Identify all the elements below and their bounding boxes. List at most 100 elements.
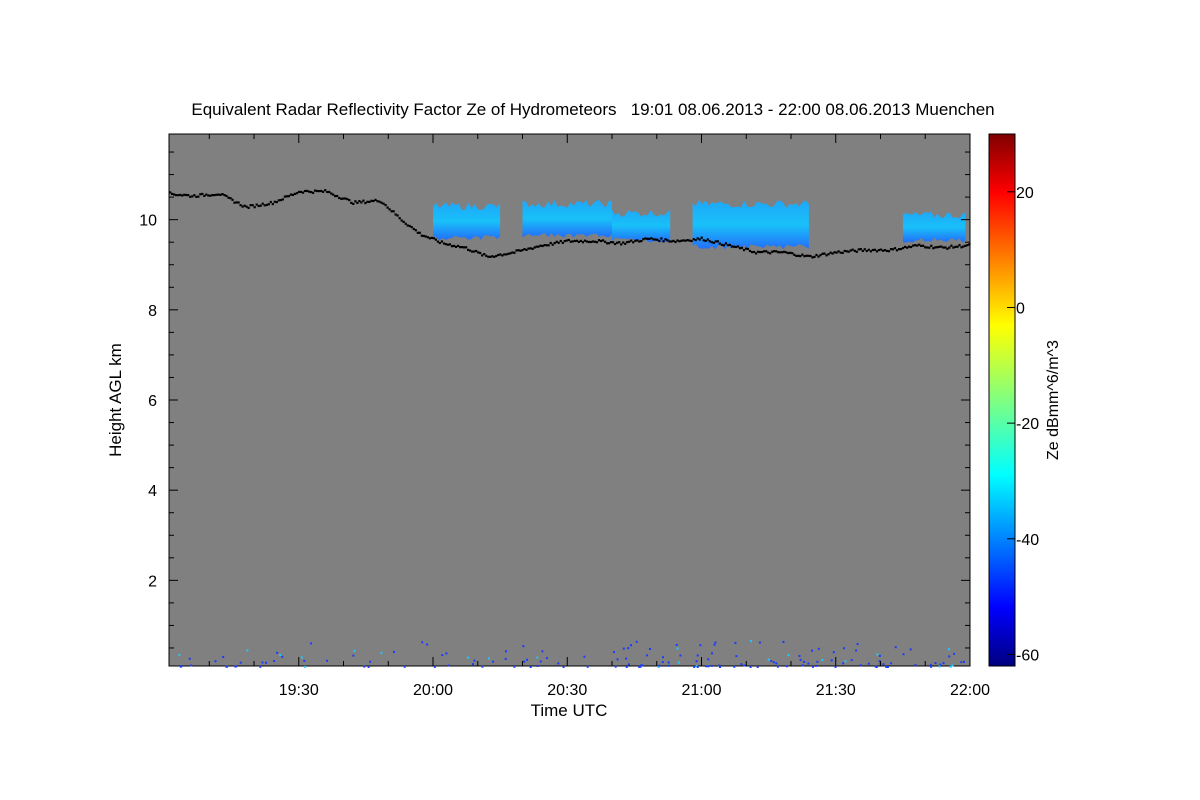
- cloud-base-point: [531, 247, 534, 250]
- echo-pixel: [352, 654, 355, 657]
- echo-pixel: [734, 641, 737, 644]
- cloud-base-point: [845, 250, 848, 253]
- x-tick-label: 20:30: [547, 682, 587, 699]
- cloud-base-point: [660, 237, 663, 240]
- cloud-base-point: [606, 242, 609, 245]
- cloud-base-point: [505, 253, 508, 256]
- cloud-base-point: [310, 191, 313, 194]
- cloud-base-point: [223, 194, 226, 197]
- cloud-base-point: [410, 226, 413, 229]
- cloud-base-point: [481, 254, 484, 257]
- cloud-base-point: [237, 201, 240, 204]
- cloud-base-point: [386, 206, 389, 209]
- cloud-base-point: [324, 189, 327, 192]
- echo-pixel: [811, 665, 814, 668]
- cloud-layer: [902, 211, 966, 243]
- cloud-base-point: [549, 241, 552, 245]
- cloud-base-point: [662, 240, 665, 243]
- cloud-base-point: [360, 201, 363, 204]
- cloud-base-point: [817, 255, 820, 258]
- echo-pixel: [770, 660, 773, 663]
- echo-pixel: [492, 660, 495, 663]
- cloud-base-point: [235, 201, 238, 204]
- cloud-base-point: [511, 251, 514, 254]
- cloud-base-point: [465, 246, 468, 249]
- echo-pixel: [276, 651, 279, 654]
- cloud-base-point: [191, 195, 194, 198]
- cloud-base-point: [922, 244, 925, 247]
- cloud-base-point: [885, 249, 889, 252]
- cloud-base-point: [926, 246, 929, 249]
- cloud-base-point: [825, 254, 828, 257]
- echo-pixel: [842, 662, 845, 665]
- y-tick-label: 2: [148, 573, 157, 590]
- colorbar-tick-label: -20: [1016, 416, 1039, 433]
- cloud-base-point: [402, 220, 405, 223]
- cloud-base-point: [316, 189, 319, 193]
- cloud-base-point: [575, 239, 578, 242]
- cloud-base-point: [346, 198, 349, 201]
- cloud-base-point: [680, 239, 683, 242]
- echo-pixel: [273, 660, 276, 662]
- echo-pixel: [612, 651, 615, 654]
- cloud-base-point: [535, 245, 538, 248]
- cloud-base-point: [245, 205, 248, 208]
- cloud-base-point: [485, 254, 488, 257]
- echo-pixel: [638, 665, 641, 668]
- cloud-base-point: [541, 244, 544, 248]
- cloud-base-point: [644, 237, 647, 240]
- cloud-base-point: [318, 190, 321, 193]
- echo-pixel: [562, 666, 565, 668]
- cloud-base-point: [543, 244, 546, 247]
- echo-pixel: [750, 640, 752, 643]
- cloud-base-point: [809, 254, 812, 258]
- echo-pixel: [657, 665, 660, 668]
- cloud-base-point: [197, 195, 200, 198]
- cloud-base-point: [396, 214, 399, 217]
- cloud-base-point: [583, 239, 586, 242]
- cloud-base-point: [565, 239, 568, 242]
- cloud-base-point: [471, 250, 474, 253]
- cloud-base-point: [229, 197, 232, 200]
- cloud-base-point: [618, 241, 621, 244]
- cloud-base-point: [579, 239, 582, 242]
- echo-pixel: [310, 642, 313, 645]
- cloud-base-point: [823, 252, 826, 255]
- cloud-base-point: [656, 238, 659, 241]
- echo-pixel: [711, 652, 713, 655]
- cloud-base-point: [690, 239, 693, 243]
- cloud-base-point: [950, 244, 953, 247]
- cloud-base-point: [225, 194, 228, 198]
- cloud-base-point: [169, 191, 172, 194]
- echo-pixel: [367, 666, 370, 668]
- echo-pixel: [882, 663, 885, 666]
- cloud-base-point: [241, 205, 244, 208]
- cloud-base-point: [759, 251, 762, 254]
- cloud-base-point: [483, 253, 486, 256]
- echo-pixel: [948, 655, 951, 658]
- cloud-base-point: [517, 249, 520, 252]
- cloud-base-point: [944, 246, 947, 249]
- echo-pixel: [614, 665, 617, 668]
- cloud-base-point: [767, 251, 770, 254]
- cloud-base-point: [708, 240, 711, 243]
- cloud-base-point: [799, 255, 802, 258]
- cloud-base-point: [819, 254, 822, 257]
- cloud-base-point: [688, 239, 691, 242]
- cloud-base-point: [412, 227, 415, 231]
- cloud-base-point: [855, 250, 858, 253]
- echo-pixel: [718, 664, 721, 667]
- echo-pixel: [178, 653, 181, 656]
- cloud-base-point: [670, 240, 673, 243]
- cloud-base-point: [853, 249, 856, 252]
- cloud-base-point: [432, 237, 435, 240]
- echo-pixel: [939, 663, 942, 666]
- cloud-base-point: [857, 248, 860, 251]
- cloud-base-point: [908, 245, 911, 248]
- echo-pixel: [529, 666, 532, 668]
- echo-pixel: [646, 654, 649, 657]
- cloud-base-point: [207, 194, 210, 197]
- cloud-base-point: [273, 200, 276, 203]
- cloud-base-point: [849, 249, 852, 252]
- cloud-base-point: [380, 201, 383, 204]
